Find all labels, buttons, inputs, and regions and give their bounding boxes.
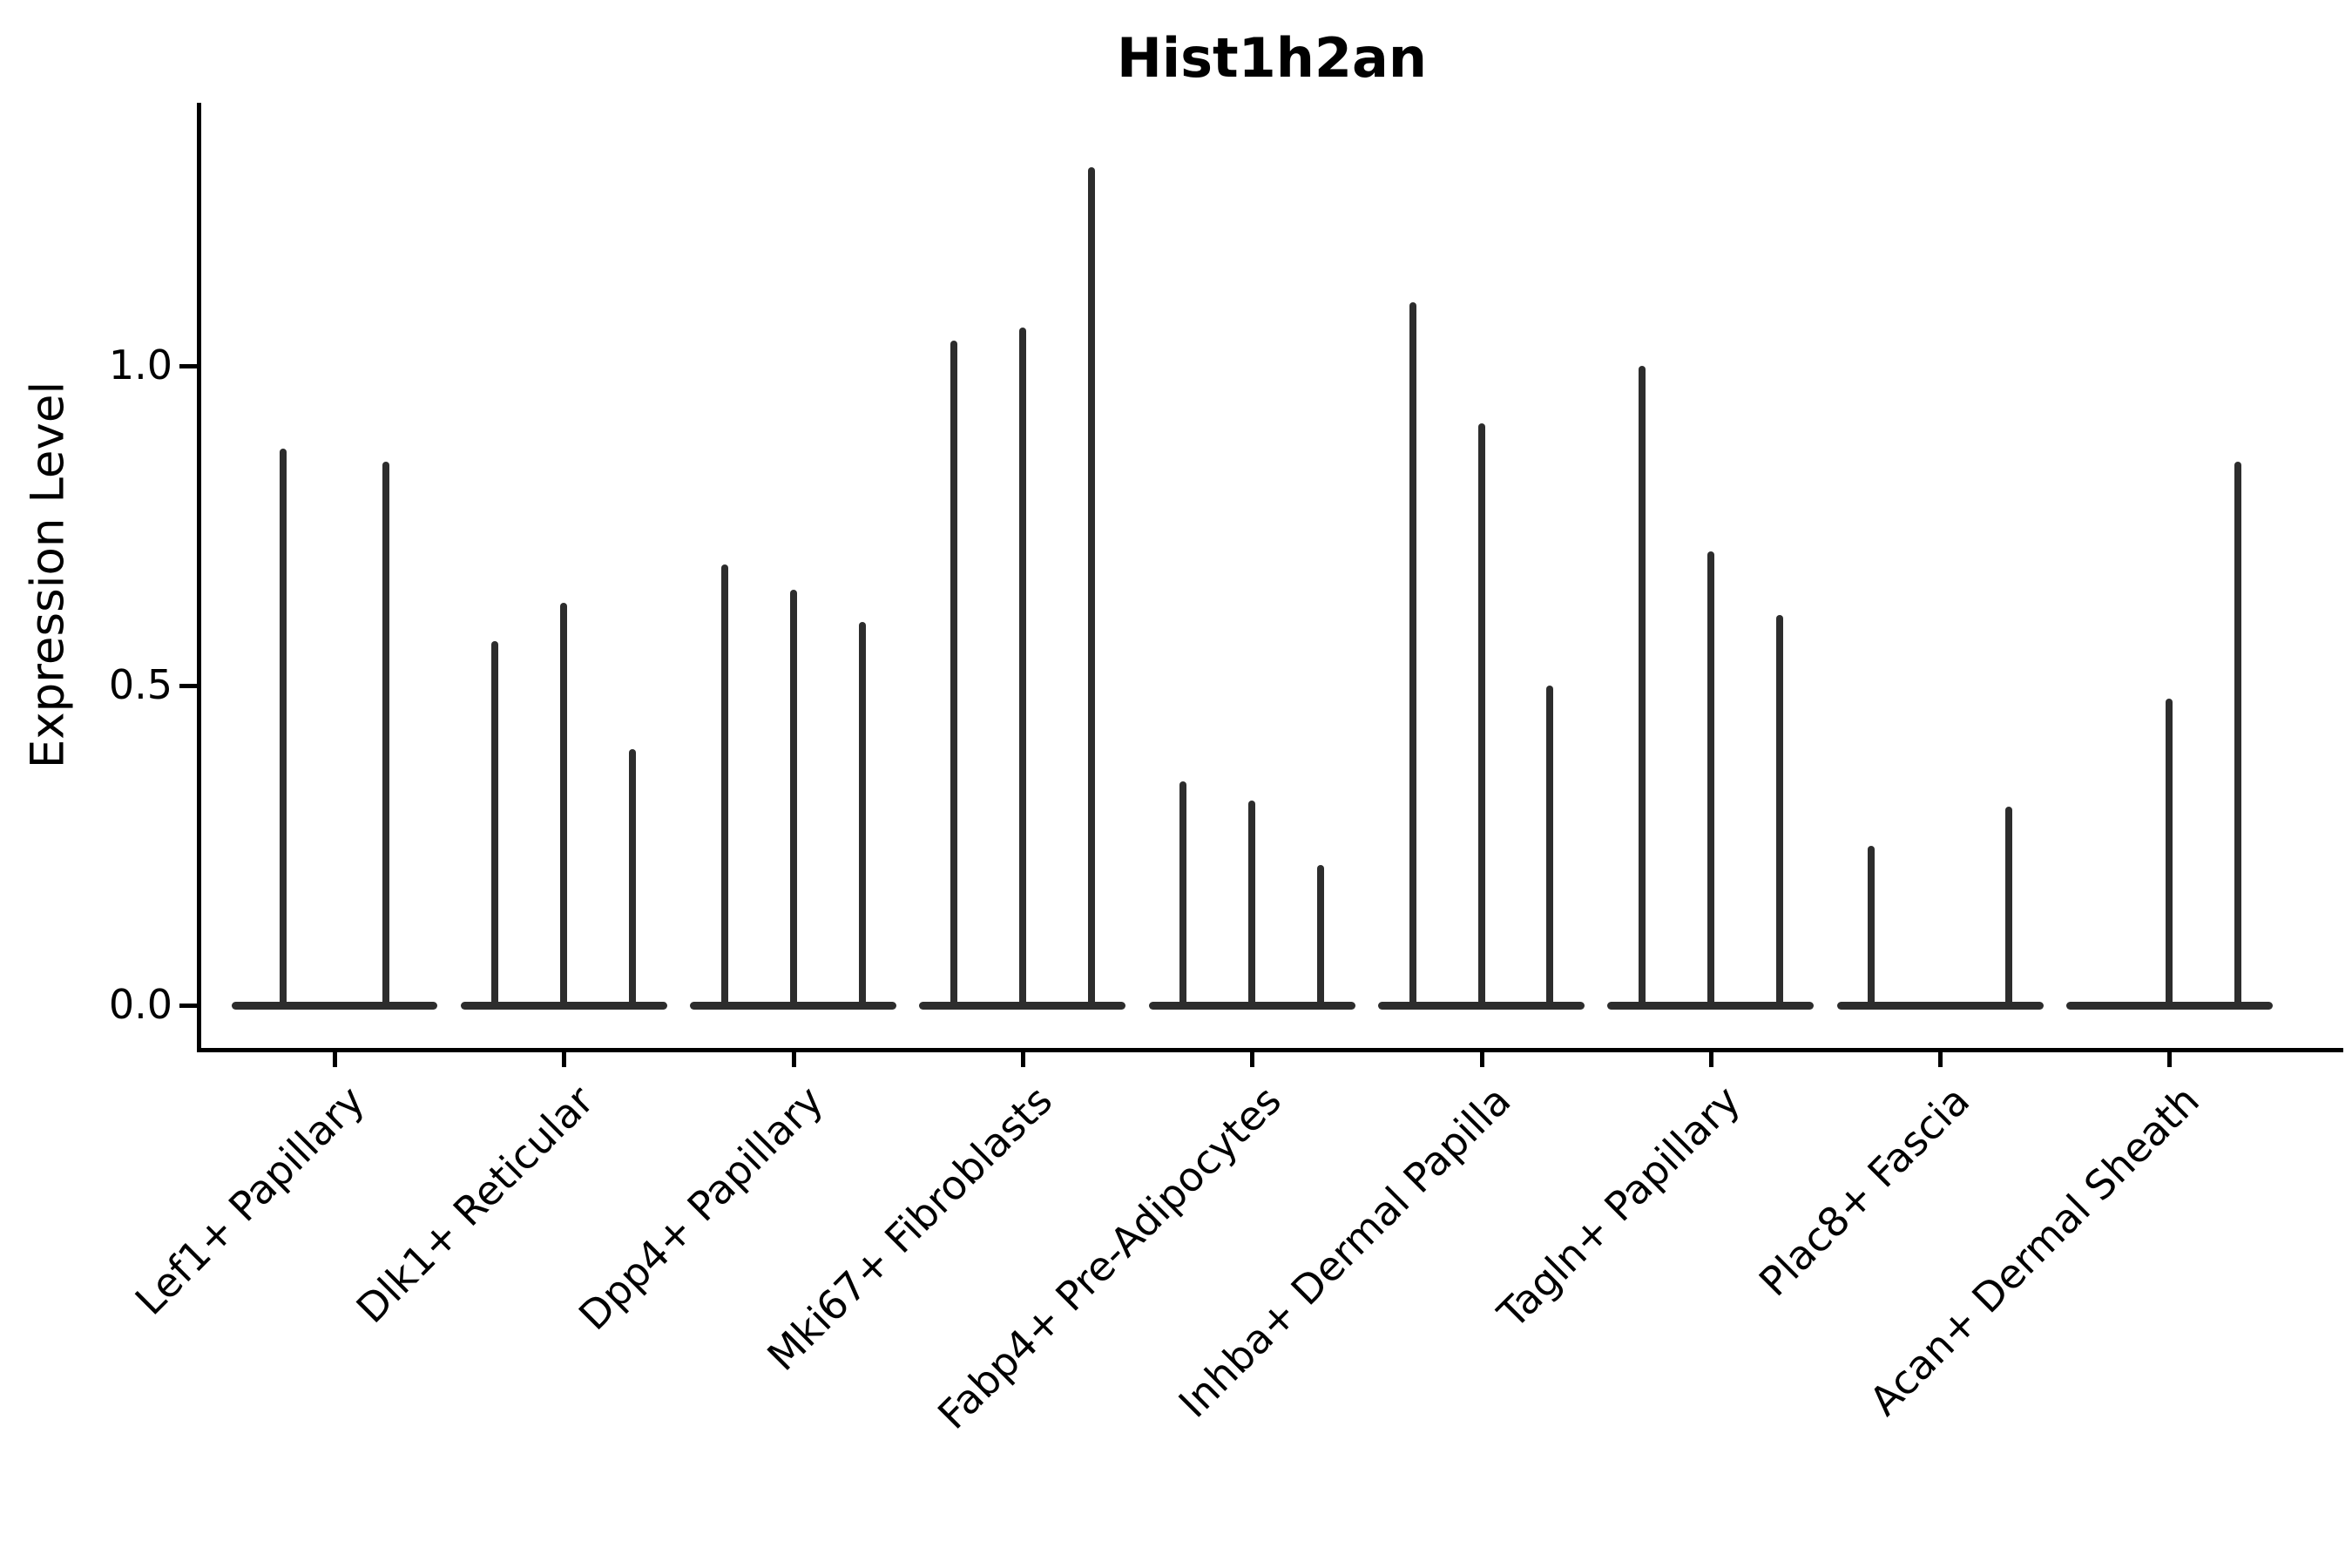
x-tick-mark — [1250, 1048, 1255, 1067]
chart-title: Hist1h2an — [1116, 26, 1428, 90]
violin-spike — [560, 602, 568, 1009]
violin-spike — [629, 749, 637, 1009]
violin-spike — [858, 621, 866, 1009]
violin-spike — [279, 449, 287, 1009]
violin-spike — [1409, 301, 1416, 1009]
violin-spike — [1546, 686, 1554, 1009]
violin-spike — [2234, 462, 2242, 1009]
x-tick-mark — [1708, 1048, 1713, 1067]
violin-spike — [382, 462, 390, 1009]
y-tick-mark — [179, 1004, 197, 1008]
violin-spike — [720, 564, 728, 1009]
x-tick-mark — [791, 1048, 796, 1067]
y-axis-label: Expression Level — [21, 381, 75, 769]
y-tick-label: 1.0 — [108, 341, 172, 389]
violin-spike — [2005, 807, 2013, 1009]
x-tick-mark — [2167, 1048, 2173, 1067]
y-tick-label: 0.0 — [108, 981, 172, 1028]
violin-spike — [1087, 167, 1095, 1009]
bottom-spine — [197, 1048, 2343, 1052]
violin-spike — [1868, 845, 1876, 1009]
y-tick-mark — [179, 364, 197, 368]
violin-spike — [491, 640, 499, 1009]
violin-spike — [950, 340, 957, 1009]
x-tick-label-text: Dlk1+ Reticular — [347, 1077, 603, 1333]
x-tick-label-text: Dpp4+ Papillary — [569, 1077, 832, 1340]
violin-spike — [1248, 801, 1256, 1009]
violin-body — [1836, 1002, 2044, 1010]
violin-spike — [1317, 864, 1325, 1009]
x-tick-mark — [1020, 1048, 1025, 1067]
x-tick-mark — [562, 1048, 567, 1067]
x-tick-mark — [1938, 1048, 1943, 1067]
x-tick-label-text: Tagln+ Papillary — [1489, 1077, 1749, 1337]
violin-spike — [1018, 327, 1026, 1009]
y-tick-label: 0.5 — [108, 661, 172, 708]
left-spine — [197, 103, 201, 1052]
violin-body — [231, 1002, 438, 1010]
x-tick-mark — [1479, 1048, 1484, 1067]
violin-spike — [1179, 781, 1187, 1009]
violin-spike — [789, 589, 797, 1009]
x-tick-label-text: Lef1+ Papillary — [125, 1077, 374, 1324]
violin-spike — [2166, 698, 2173, 1009]
violin-spike — [1775, 615, 1783, 1009]
x-tick-mark — [333, 1048, 337, 1067]
x-tick-label-text: Plac8+ Fascia — [1749, 1077, 1979, 1306]
violin-spike — [1707, 551, 1714, 1009]
y-tick-mark — [179, 684, 197, 688]
violin-spike — [1638, 366, 1646, 1009]
violin-spike — [1477, 423, 1485, 1009]
